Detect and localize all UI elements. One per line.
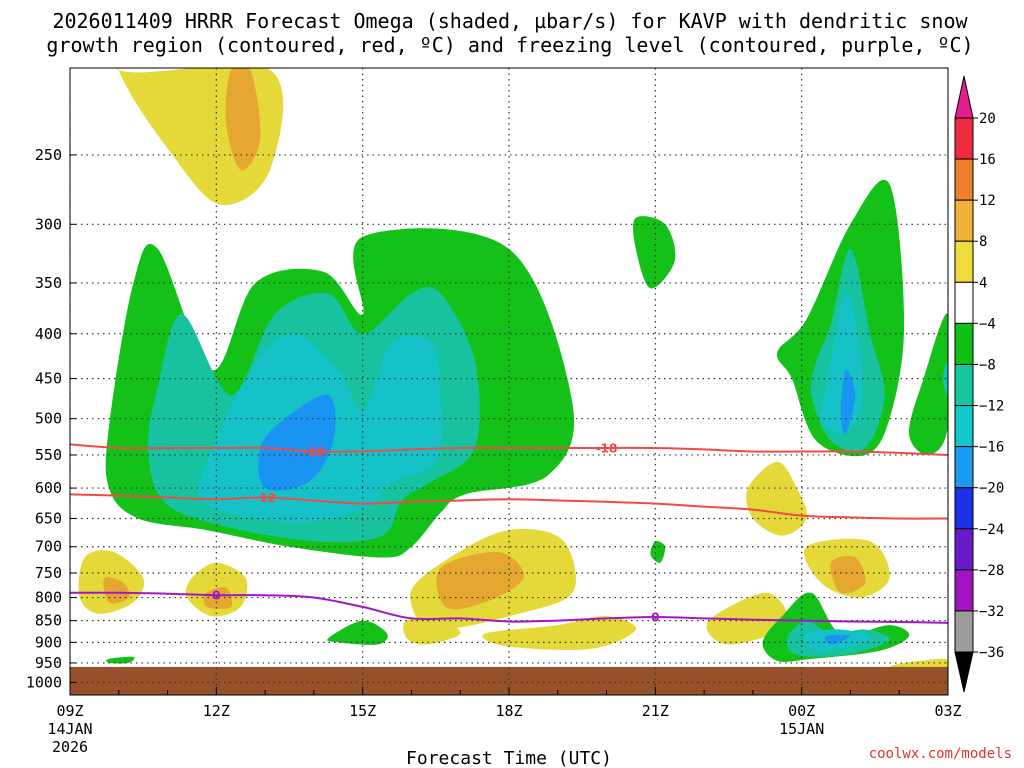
x-tick-year: 2026 — [52, 738, 88, 756]
y-tick-label-750: 750 — [35, 564, 62, 582]
y-tick-label-400: 400 — [35, 325, 62, 343]
omega-region-blue — [824, 634, 851, 645]
colorbar-label: −8 — [979, 357, 996, 373]
x-axis-label: Forecast Time (UTC) — [406, 748, 612, 768]
colorbar-swatch — [954, 158, 974, 201]
colorbar-swatch — [954, 363, 974, 407]
colorbar-top-arrow — [954, 75, 974, 119]
y-tick-label-500: 500 — [35, 410, 62, 428]
colorbar-label: 12 — [979, 193, 996, 209]
colorbar-swatch — [954, 117, 974, 160]
omega-region-orange — [103, 576, 130, 604]
colorbar-swatch — [954, 610, 974, 653]
y-tick-label-1000: 1000 — [26, 673, 62, 691]
omega-region-green — [106, 656, 135, 664]
colorbar-label: 20 — [979, 111, 996, 127]
colorbar-swatch — [954, 569, 974, 612]
x-tick-label-00Z: 00Z — [788, 702, 815, 720]
omega-region-orange — [203, 587, 233, 610]
y-tick-label-800: 800 — [35, 589, 62, 607]
y-tick-label-850: 850 — [35, 612, 62, 630]
y-tick-label-600: 600 — [35, 479, 62, 497]
colorbar-swatch — [954, 446, 974, 489]
omega-region-yellow — [403, 618, 461, 645]
colorbar-swatch — [954, 240, 974, 283]
colorbar: 20 16 12 8 4 −4 −8 −12 −16 −20 −24 −28 −32 −36 — [954, 75, 1004, 693]
omega-region-yellow — [482, 616, 637, 650]
omega-region-blue — [258, 394, 336, 491]
colorbar-label: −32 — [979, 604, 1004, 620]
dgz-contour-1-label: -12 — [254, 491, 276, 505]
omega-region-orange — [830, 556, 866, 594]
x-tick-label-15Z: 15Z — [349, 702, 376, 720]
freezing-level-label: 0 — [651, 611, 659, 625]
dgz-contour-1-line — [70, 493, 948, 520]
dgz-contour-0-line — [70, 443, 948, 456]
y-tick-label-350: 350 — [35, 274, 62, 292]
y-tick-label-950: 950 — [35, 654, 62, 672]
y-axis: 250 300 350 400 450 500 550 600 650 700 750 800 850 9… — [26, 146, 76, 691]
colorbar-label: −20 — [979, 481, 1004, 497]
freezing-level-line — [70, 591, 948, 624]
grid-lines — [70, 68, 948, 695]
chart-title-line-2: growth region (contoured, red, ºC) and f… — [46, 33, 973, 57]
colorbar-label: −4 — [979, 316, 996, 332]
contour-lines: -18 -18 -12 0 0 — [70, 441, 948, 625]
colorbar-label: 8 — [979, 234, 987, 250]
x-tick-label-03Z: 03Z — [934, 702, 961, 720]
y-tick-label-450: 450 — [35, 370, 62, 388]
colorbar-label: −16 — [979, 440, 1004, 456]
x-tick-label-21Z: 21Z — [642, 702, 669, 720]
colorbar-bottom-arrow — [954, 651, 974, 693]
dgz-contour-0-label: -18 — [303, 445, 325, 459]
x-tick-label-12Z: 12Z — [203, 702, 230, 720]
chart-title-line-1: 2026011409 HRRR Forecast Omega (shaded, … — [52, 9, 968, 33]
omega-region-green — [908, 313, 948, 456]
omega-region-green — [327, 620, 388, 645]
colorbar-swatch — [954, 528, 974, 571]
omega-region-green — [632, 216, 676, 289]
omega-field — [78, 68, 948, 671]
colorbar-label: −12 — [979, 399, 1004, 415]
colorbar-label: −36 — [979, 645, 1004, 661]
colorbar-label: −24 — [979, 522, 1004, 538]
colorbar-swatch — [954, 322, 974, 365]
freezing-level-label: 0 — [212, 589, 220, 603]
y-tick-label-300: 300 — [35, 215, 62, 233]
colorbar-label: 4 — [979, 275, 987, 291]
y-tick-label-550: 550 — [35, 446, 62, 464]
x-tick-date: 15JAN — [779, 720, 824, 738]
dgz-contour-0-label: -18 — [596, 441, 618, 455]
x-tick-date: 14JAN — [47, 720, 92, 738]
omega-region-orange — [225, 68, 261, 170]
omega-region-green — [650, 540, 666, 563]
colorbar-swatch — [954, 405, 974, 448]
colorbar-label: −28 — [979, 563, 1004, 579]
y-tick-label-900: 900 — [35, 633, 62, 651]
colorbar-swatch — [954, 281, 974, 324]
y-tick-label-700: 700 — [35, 538, 62, 556]
colorbar-swatch — [954, 487, 974, 530]
x-tick-label-18Z: 18Z — [495, 702, 522, 720]
credit-text: coolwx.com/models — [869, 746, 1012, 762]
x-tick-label-09Z: 09Z — [56, 702, 83, 720]
omega-region-blue — [840, 369, 856, 434]
y-tick-label-650: 650 — [35, 510, 62, 528]
y-tick-label-250: 250 — [35, 146, 62, 164]
colorbar-label: 16 — [979, 152, 996, 168]
omega-region-yellow — [746, 461, 808, 536]
colorbar-swatch — [954, 199, 974, 242]
omega-region-orange — [436, 551, 524, 610]
